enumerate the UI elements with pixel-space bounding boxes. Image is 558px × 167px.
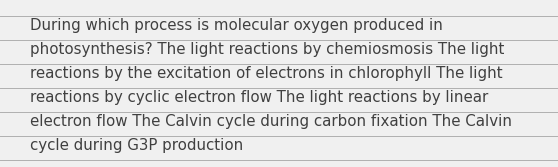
- Text: cycle during G3P production: cycle during G3P production: [30, 138, 243, 153]
- Text: During which process is molecular oxygen produced in: During which process is molecular oxygen…: [30, 18, 443, 33]
- Text: electron flow The Calvin cycle during carbon fixation The Calvin: electron flow The Calvin cycle during ca…: [30, 114, 512, 129]
- Text: photosynthesis? The light reactions by chemiosmosis The light: photosynthesis? The light reactions by c…: [30, 42, 504, 57]
- Text: reactions by cyclic electron flow The light reactions by linear: reactions by cyclic electron flow The li…: [30, 90, 488, 105]
- Text: reactions by the excitation of electrons in chlorophyll The light: reactions by the excitation of electrons…: [30, 66, 503, 81]
